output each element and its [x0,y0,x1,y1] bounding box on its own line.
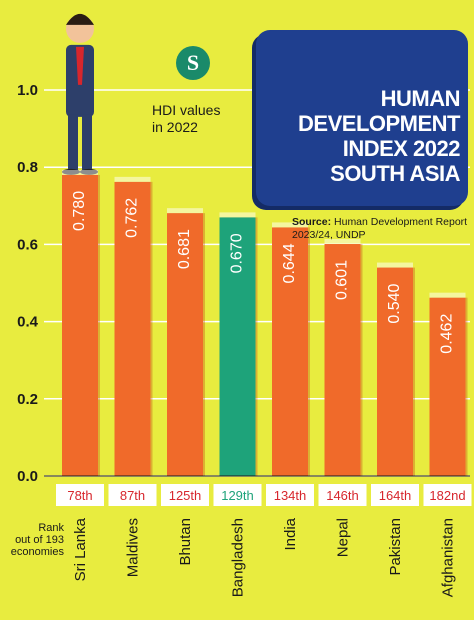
bar-cap [272,222,308,228]
figure-leg-right [82,114,92,171]
rank-caption-line1: Rank [38,522,64,534]
header-title-line1: HUMAN [380,86,461,111]
figure-leg-left [68,114,78,171]
rank-caption-line2: out of 193 [15,534,64,546]
rank-label: 182nd [429,488,465,503]
rank-box [56,484,104,506]
bar-value-label: 0.681 [176,229,193,269]
source-note: Source: Human Development Report 2023/24… [292,216,470,242]
y-tick-label: 0.4 [17,314,39,331]
bar [272,227,308,476]
category-label: Bangladesh [230,518,247,597]
rank-label: 125th [169,488,202,503]
rank-box [318,484,367,506]
rank-box [108,484,157,506]
figure-hair [66,13,94,25]
bar-value-label: 0.762 [124,198,141,238]
source-text: Human Development Report 2023/24, UNDP [292,216,468,241]
y-tick-label: 0.2 [17,391,38,408]
rank-box [213,484,262,506]
rank-label: 134th [274,488,307,503]
rank-label: 129th [221,488,254,503]
bar-value-label: 0.601 [334,260,351,300]
y-tick-label: 0.6 [17,236,38,253]
figure-tie [76,46,84,85]
header-title-line2: DEVELOPMENT [298,111,460,136]
category-label: Maldives [125,518,142,577]
bar-cap [324,239,361,245]
header-box [256,30,468,206]
bar-cap [219,212,256,218]
bar [219,217,256,476]
rank-caption-line3: economies [10,546,64,558]
rank-label: 146th [326,488,359,503]
source-label: Source: [292,216,332,228]
category-label: Nepal [335,518,352,557]
bar-cap [114,176,151,182]
category-label: India [282,517,299,550]
bar-value-label: 0.780 [71,191,88,231]
category-label: Afghanistan [440,518,457,597]
hdi-note: HDI values in 2022 [152,102,242,136]
bar-value-label: 0.540 [386,283,403,323]
hdi-note-line1: HDI values [152,102,221,118]
category-label: Pakistan [387,518,404,576]
bar-cap [167,208,203,214]
rank-label: 87th [120,488,145,503]
header-title: HUMAN DEVELOPMENT INDEX 2022 SOUTH ASIA [262,86,460,186]
bar [377,267,413,476]
rank-box [266,484,314,506]
bar-cap [377,262,413,268]
bar [114,181,151,477]
bar-cap [62,169,98,175]
y-tick-label: 0.8 [17,159,38,176]
bar-value-label: 0.462 [439,314,456,354]
bar [62,174,98,477]
rank-box [423,484,472,506]
y-tick-label: 1.0 [17,82,38,99]
bar [167,213,203,476]
rank-box [161,484,209,506]
y-tick-label: 0.0 [17,468,38,485]
rank-label: 164th [379,488,412,503]
businessman-figure [62,13,98,175]
header-title-line3: INDEX 2022 [342,136,461,161]
brand-logo: S [176,46,210,80]
bar-value-label: 0.644 [281,243,298,283]
bar-cap [429,292,466,298]
bar-value-label: 0.670 [229,233,246,273]
rank-label: 78th [67,488,92,503]
category-label: Sri Lanka [72,517,89,581]
header-title-line4: SOUTH ASIA [330,161,460,186]
rank-caption: Rank out of 193 economies [2,522,64,558]
category-label: Bhutan [177,518,194,566]
rank-box [371,484,419,506]
bar [324,244,361,476]
hdi-note-line2: in 2022 [152,119,198,135]
bar [429,297,466,476]
